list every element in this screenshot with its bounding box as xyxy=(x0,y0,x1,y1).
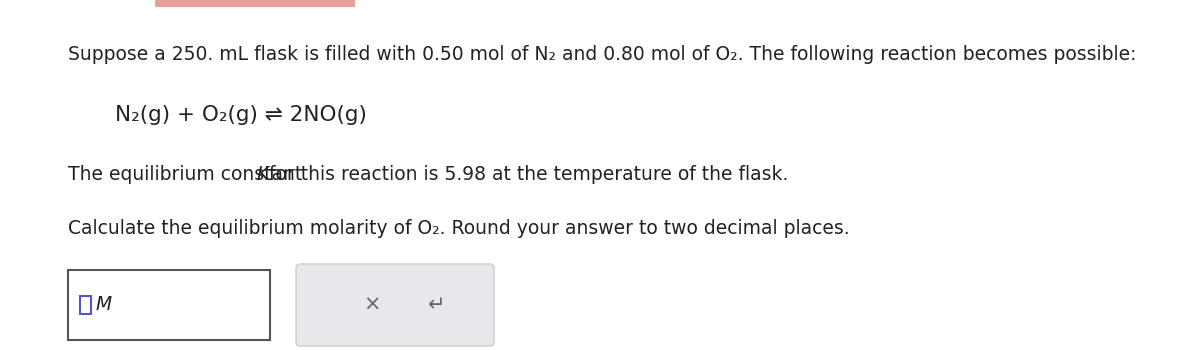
Text: The equilibrium constant: The equilibrium constant xyxy=(68,166,308,184)
Text: N₂(g) + O₂(g) ⇌ 2NO(g): N₂(g) + O₂(g) ⇌ 2NO(g) xyxy=(115,105,367,125)
Text: ↵: ↵ xyxy=(428,295,445,315)
Text: for this reaction is 5.98 at the temperature of the flask.: for this reaction is 5.98 at the tempera… xyxy=(263,166,788,184)
Text: Suppose a 250. mL flask is filled with 0.50 mol of N₂ and 0.80 mol of O₂. The fo: Suppose a 250. mL flask is filled with 0… xyxy=(68,46,1136,64)
Text: Calculate the equilibrium molarity of O₂. Round your answer to two decimal place: Calculate the equilibrium molarity of O₂… xyxy=(68,218,850,238)
Text: K: K xyxy=(257,166,269,184)
Text: ×: × xyxy=(364,295,380,315)
Bar xyxy=(80,296,91,314)
FancyBboxPatch shape xyxy=(296,264,494,346)
Bar xyxy=(155,0,355,7)
Bar xyxy=(68,270,270,340)
Text: M: M xyxy=(96,295,112,315)
